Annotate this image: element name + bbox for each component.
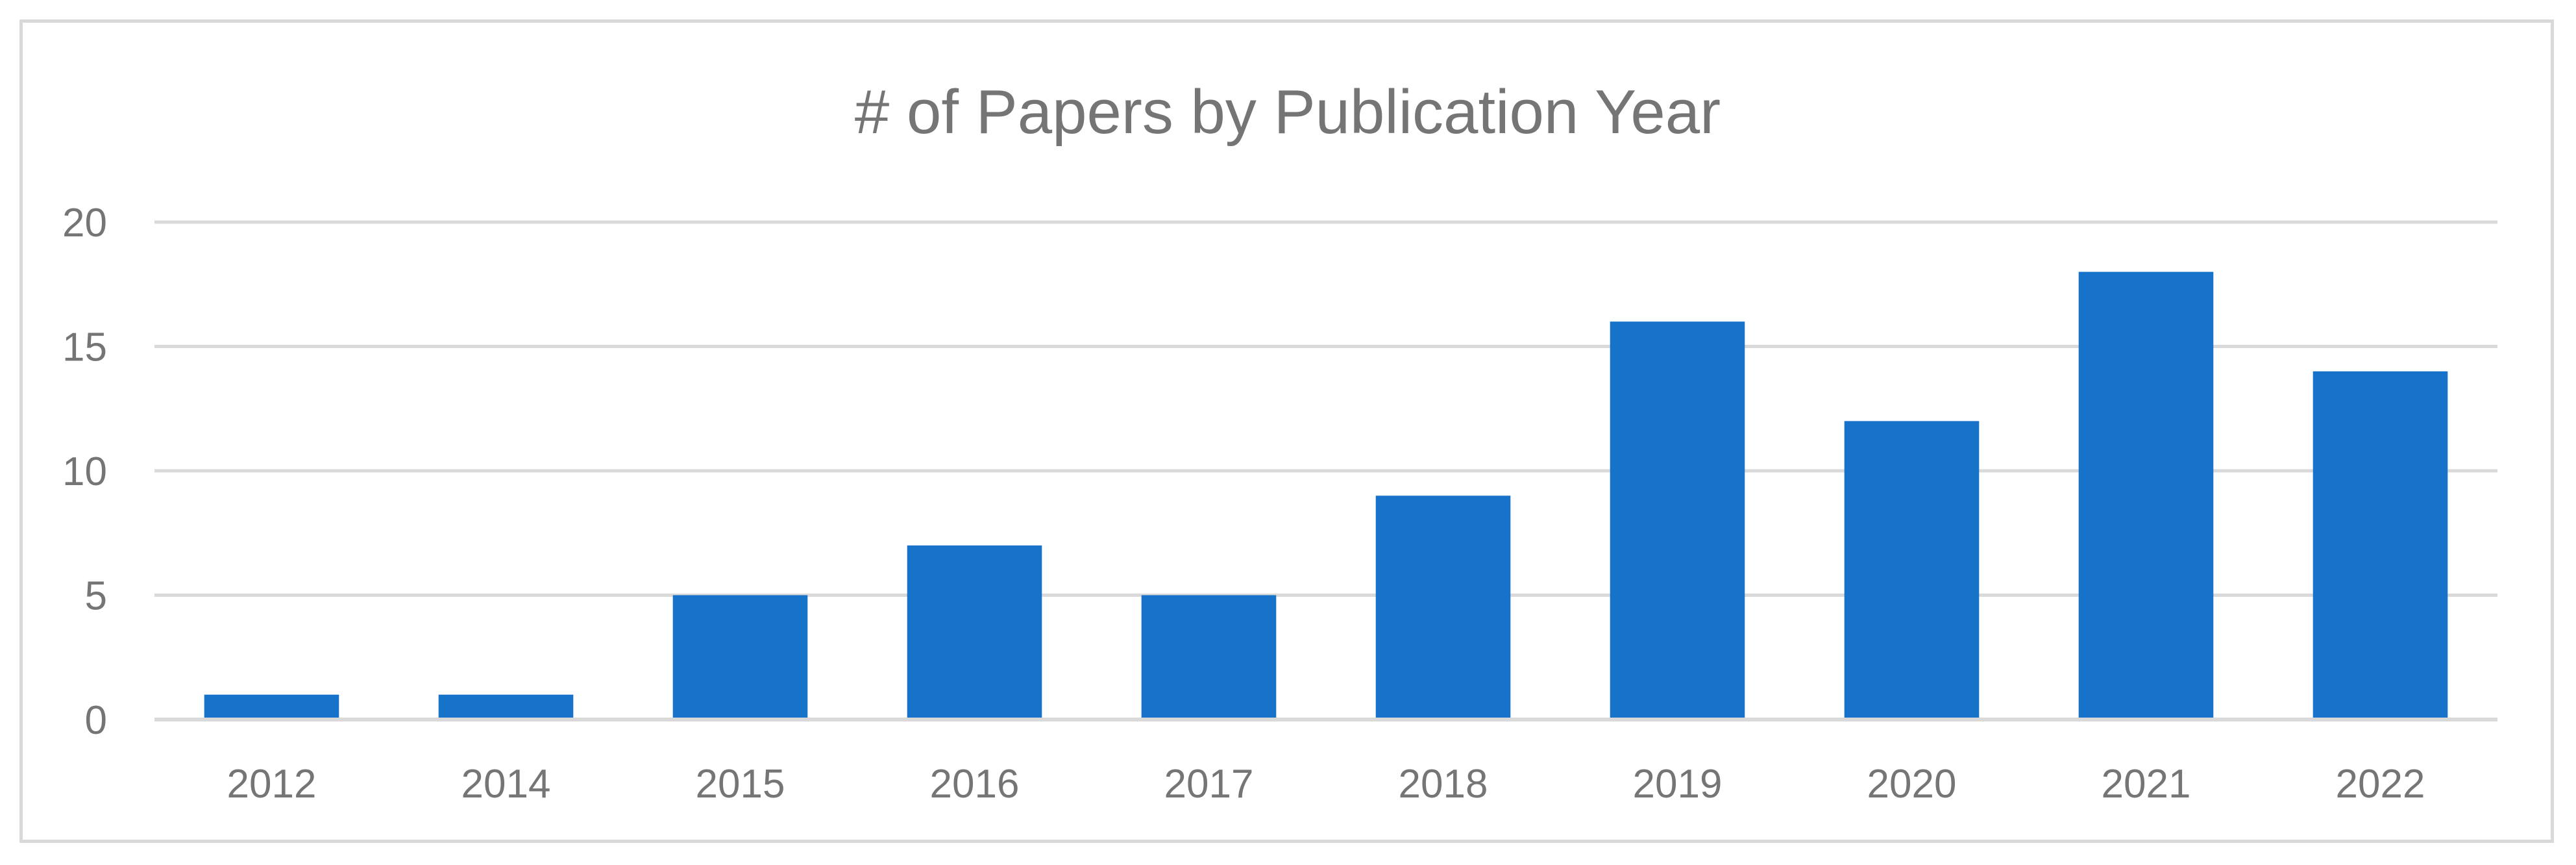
y-tick-label: 5 — [85, 574, 107, 619]
x-tick-label: 2018 — [1399, 762, 1488, 807]
bar-2012 — [204, 694, 339, 720]
bars — [204, 271, 2448, 720]
y-tick-label: 15 — [62, 325, 107, 370]
x-axis-ticks: 2012 2014 2015 2016 2017 2018 2019 2020 2021 2022 — [227, 762, 2425, 807]
bar-2014 — [438, 694, 574, 720]
x-tick-label: 2012 — [227, 762, 317, 807]
x-tick-label: 2016 — [930, 762, 1020, 807]
bar-2021 — [2078, 271, 2214, 720]
bar-2018 — [1375, 495, 1511, 720]
x-tick-label: 2014 — [461, 762, 551, 807]
y-tick-label: 10 — [62, 449, 107, 494]
bar-2020 — [1844, 421, 1980, 720]
bar-2016 — [907, 545, 1042, 720]
x-tick-label: 2019 — [1633, 762, 1723, 807]
x-tick-label: 2020 — [1867, 762, 1957, 807]
y-axis-ticks: 0 5 10 15 20 — [62, 201, 107, 743]
bar-2022 — [2312, 371, 2448, 720]
y-tick-label: 0 — [85, 698, 107, 743]
bar-2017 — [1141, 595, 1277, 720]
x-tick-label: 2022 — [2336, 762, 2425, 807]
x-tick-label: 2021 — [2102, 762, 2191, 807]
x-tick-label: 2017 — [1164, 762, 1254, 807]
y-tick-label: 20 — [62, 201, 107, 245]
chart-title: # of Papers by Publication Year — [855, 77, 1721, 147]
x-tick-label: 2015 — [696, 762, 785, 807]
bar-2015 — [672, 595, 808, 720]
bar-2019 — [1610, 321, 1745, 720]
